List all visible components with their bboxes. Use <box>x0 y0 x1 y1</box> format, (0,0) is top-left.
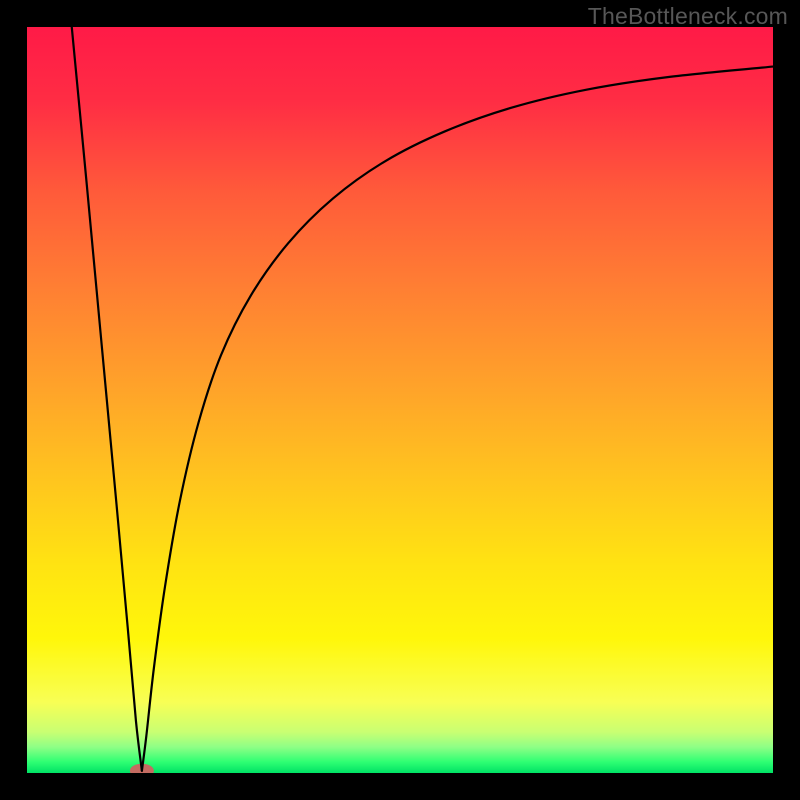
plot-area <box>27 27 773 773</box>
bottleneck-chart <box>0 0 800 800</box>
chart-container: TheBottleneck.com <box>0 0 800 800</box>
